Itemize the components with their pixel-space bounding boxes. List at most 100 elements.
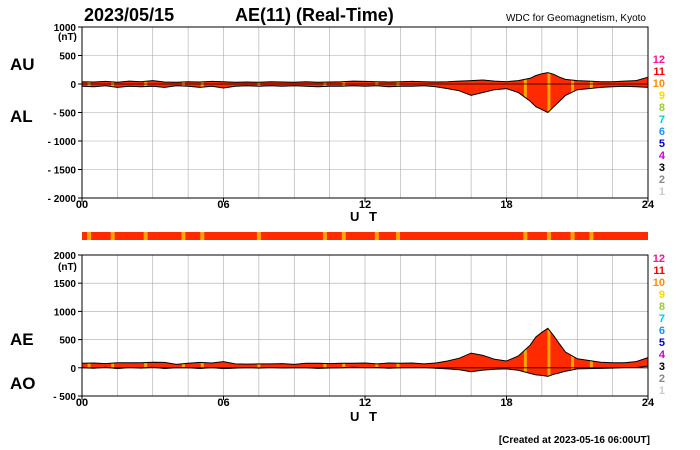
legend-station-count: 8 — [659, 301, 665, 313]
legend-station-count: 7 — [659, 114, 665, 126]
legend-station-count: 5 — [659, 337, 665, 349]
band-highlight — [523, 349, 527, 373]
station-bar-marker — [322, 232, 327, 240]
band-highlight — [323, 363, 327, 369]
al-label: AL — [10, 107, 33, 126]
legend-station-count: 9 — [659, 90, 665, 102]
band-highlight — [571, 80, 575, 92]
station-bar-marker — [200, 232, 205, 240]
panel1-xlabel: U T — [350, 209, 380, 224]
band-highlight — [396, 363, 400, 368]
legend-station-count: 4 — [659, 150, 666, 162]
station-bar-marker — [110, 232, 115, 240]
x-tick-label: 00 — [76, 397, 88, 409]
station-bar-marker — [589, 232, 594, 240]
band-highlight — [181, 363, 185, 368]
y-tick-label: 1000 — [54, 307, 77, 318]
band-highlight — [200, 81, 204, 88]
ae-ao-panel: 2000 1500 1000 500 0 - 500 00 06 12 18 24 — [53, 251, 655, 409]
legend-station-count: 11 — [653, 66, 665, 78]
band-highlight — [547, 329, 551, 376]
station-bar-marker — [256, 232, 261, 240]
legend-station-count: 6 — [659, 126, 665, 138]
legend-station-count: 8 — [659, 102, 665, 114]
source-label: WDC for Geomagnetism, Kyoto — [506, 13, 646, 24]
created-timestamp: [Created at 2023-05-16 06:00UT] — [499, 435, 650, 446]
legend-station-count: 5 — [659, 138, 665, 150]
series-line-ae — [81, 327, 649, 365]
y-tick-label: 500 — [59, 336, 76, 347]
station-bar-marker — [143, 232, 148, 240]
legend-station-count: 1 — [659, 186, 665, 198]
band-highlight — [375, 363, 379, 368]
band-highlight — [547, 72, 551, 112]
station-bar-marker — [523, 232, 528, 240]
panel1-unit: (nT) — [58, 32, 77, 43]
ao-label: AO — [10, 374, 36, 393]
station-count-bar — [82, 232, 648, 240]
legend-station-count: 2 — [659, 373, 665, 385]
y-tick-label: - 2000 — [48, 194, 77, 205]
series-line-al — [81, 85, 649, 114]
x-tick-label: 18 — [500, 397, 512, 409]
band-highlight — [144, 362, 148, 368]
series-line-au — [81, 72, 649, 83]
au-al-panel: 1000 500 0 - 500 - 1000 - 1500 - 2000 00 06 12 18 2… — [48, 23, 655, 211]
x-tick-label: 12 — [359, 199, 371, 211]
x-tick-label: 00 — [76, 199, 88, 211]
date-title: 2023/05/15 — [84, 5, 174, 25]
series-band-fill — [82, 72, 648, 113]
y-tick-label: - 1500 — [48, 166, 77, 177]
band-highlight — [589, 360, 593, 369]
panel2-xlabel: U T — [350, 409, 380, 424]
station-bar-marker — [341, 232, 346, 240]
station-bar-marker — [374, 232, 379, 240]
x-tick-label: 24 — [642, 199, 655, 211]
ae-label: AE — [10, 330, 34, 349]
x-tick-label: 24 — [642, 397, 655, 409]
legend-station-count: 12 — [653, 54, 665, 66]
station-bar-marker — [570, 232, 575, 240]
band-highlight — [523, 79, 527, 98]
x-tick-label: 18 — [500, 199, 512, 211]
x-tick-label: 06 — [217, 199, 229, 211]
y-tick-label: 2000 — [54, 251, 77, 262]
station-bar-marker — [396, 232, 401, 240]
y-tick-label: - 500 — [53, 392, 76, 403]
band-highlight — [200, 362, 204, 369]
y-tick-label: 0 — [70, 364, 76, 375]
y-tick-label: 1500 — [54, 279, 77, 290]
legend-station-count: 2 — [659, 174, 665, 186]
station-bar-marker — [546, 232, 551, 240]
y-tick-label: 500 — [59, 52, 76, 63]
station-bar-fill — [82, 232, 648, 240]
legend-station-count: 1 — [659, 385, 665, 397]
band-highlight — [111, 363, 115, 369]
y-tick-label: - 500 — [53, 109, 76, 120]
band-highlight — [342, 363, 346, 368]
legend-station-count: 3 — [659, 361, 665, 373]
y-tick-label: - 1000 — [48, 137, 77, 148]
x-tick-label: 12 — [359, 397, 371, 409]
band-highlight — [589, 81, 593, 89]
au-label: AU — [10, 55, 35, 74]
legend-station-count: 3 — [659, 162, 665, 174]
station-bar-marker — [87, 232, 92, 240]
band-highlight — [257, 363, 261, 369]
legend-station-count: 10 — [653, 277, 665, 289]
band-highlight — [87, 363, 91, 369]
y-tick-label: 0 — [70, 80, 76, 91]
legend-station-count: 6 — [659, 325, 665, 337]
band-highlight — [571, 356, 575, 370]
index-title: AE(11) (Real-Time) — [235, 5, 394, 25]
x-tick-label: 06 — [217, 397, 229, 409]
panel2-unit: (nT) — [58, 262, 77, 273]
legend-station-count: 10 — [653, 78, 665, 90]
y-tick-label: 1000 — [54, 23, 77, 34]
legend-station-count: 4 — [659, 349, 666, 361]
station-bar-marker — [181, 232, 186, 240]
series-band-fill — [82, 328, 648, 377]
